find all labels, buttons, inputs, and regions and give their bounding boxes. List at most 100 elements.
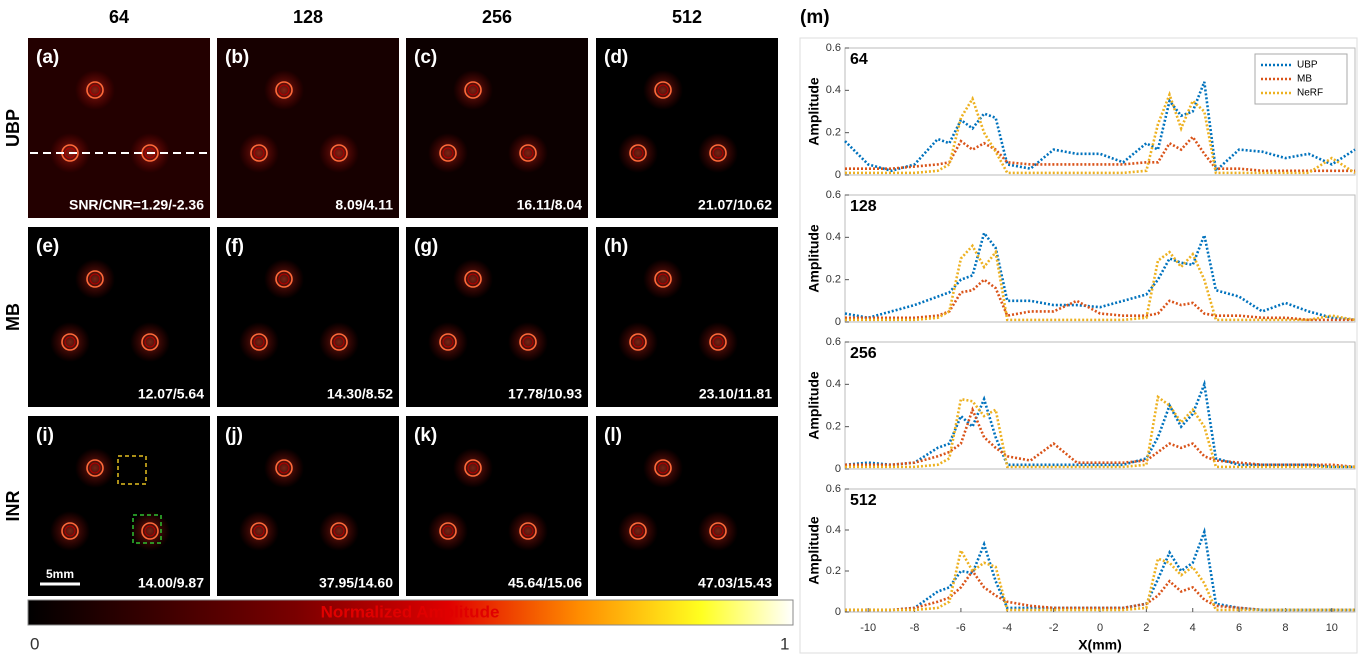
roi-box — [117, 455, 147, 485]
target-ring — [467, 273, 479, 285]
x-tick-label: -2 — [1049, 622, 1059, 634]
panel-metric: 17.78/10.93 — [508, 386, 582, 402]
axes-box — [844, 194, 1356, 323]
image-panel — [217, 227, 399, 407]
x-tick-label: -8 — [910, 622, 920, 634]
target-ring — [253, 525, 265, 537]
panel-letter: (h) — [604, 236, 628, 257]
y-tick-label: 0.6 — [826, 189, 841, 201]
glow — [239, 133, 279, 173]
y-tick-label: 0.6 — [826, 483, 841, 495]
panel-letter: (c) — [414, 47, 437, 68]
target-ring — [278, 84, 290, 96]
target-ring — [632, 336, 644, 348]
series-line — [845, 568, 1355, 612]
y-axis-label: Amplitude — [806, 77, 822, 146]
y-tick-label: 0.2 — [826, 565, 841, 577]
target-ring — [709, 522, 727, 540]
target-ring — [275, 270, 293, 288]
target-ring — [632, 525, 644, 537]
panel-metric: 23.10/11.81 — [699, 386, 772, 402]
row-label: UBP — [3, 109, 23, 147]
y-axis-label: Amplitude — [806, 516, 822, 585]
target-ring — [250, 522, 268, 540]
glow — [698, 322, 738, 362]
y-tick-label: 0 — [835, 169, 841, 181]
target-ring — [654, 270, 672, 288]
roi-box — [132, 514, 162, 544]
y-tick-label: 0.4 — [826, 524, 841, 536]
panel-letter: (m) — [800, 7, 830, 28]
series-line — [845, 394, 1355, 469]
image-panel — [217, 38, 399, 218]
y-tick-label: 0.6 — [826, 336, 841, 348]
glow — [50, 511, 90, 551]
y-tick-label: 0.4 — [826, 231, 841, 243]
column-header: 512 — [672, 7, 702, 27]
target-ring — [86, 270, 104, 288]
target-ring — [522, 525, 534, 537]
panel-letter: (b) — [225, 47, 249, 68]
glow — [75, 70, 115, 110]
colorbar — [27, 599, 794, 626]
target-ring — [144, 525, 156, 537]
target-ring — [330, 333, 348, 351]
target-ring — [629, 333, 647, 351]
y-axis-label: Amplitude — [806, 224, 822, 293]
x-tick-label: 10 — [1326, 622, 1338, 634]
legend-label: MB — [1297, 74, 1312, 85]
target-ring — [86, 81, 104, 99]
series-line — [844, 81, 1356, 174]
glow — [508, 511, 548, 551]
target-ring — [89, 462, 101, 474]
target-ring — [141, 522, 159, 540]
target-ring — [333, 525, 345, 537]
glow — [508, 322, 548, 362]
image-panel — [596, 227, 778, 407]
panel-metric: 47.03/15.43 — [698, 575, 772, 591]
glow — [698, 133, 738, 173]
target-ring — [442, 336, 454, 348]
series-line — [845, 527, 1355, 612]
artifact-haze — [406, 38, 588, 218]
target-ring — [275, 459, 293, 477]
panel-metric: 8.09/4.11 — [335, 197, 393, 213]
glow — [264, 259, 304, 299]
image-panel — [28, 227, 210, 407]
target-ring — [64, 336, 76, 348]
x-tick-label: -4 — [1002, 622, 1012, 634]
y-tick-label: 0.4 — [826, 84, 841, 96]
x-tick-label: 6 — [1236, 622, 1242, 634]
y-tick-label: 0.2 — [826, 274, 841, 286]
target-ring — [61, 333, 79, 351]
target-ring — [275, 81, 293, 99]
glow — [239, 322, 279, 362]
series-line — [844, 230, 1356, 322]
target-ring — [333, 147, 345, 159]
target-ring — [632, 147, 644, 159]
x-tick-label: -10 — [860, 622, 876, 634]
glow — [75, 448, 115, 488]
target-ring — [64, 525, 76, 537]
panel-metric: 21.07/10.62 — [698, 197, 772, 213]
target-ring — [519, 333, 537, 351]
target-ring — [712, 147, 724, 159]
target-ring — [467, 84, 479, 96]
panel-letter: (i) — [36, 425, 54, 446]
target-ring — [144, 336, 156, 348]
chart-title: 64 — [850, 51, 868, 68]
artifact-haze — [217, 38, 399, 218]
target-ring — [657, 462, 669, 474]
target-ring — [654, 81, 672, 99]
target-ring — [629, 144, 647, 162]
target-ring — [89, 273, 101, 285]
panel-letter: (f) — [225, 236, 244, 257]
panel-letter: (a) — [36, 47, 59, 68]
panel-letter: (j) — [225, 425, 243, 446]
target-ring — [464, 81, 482, 99]
panel-letter: (k) — [414, 425, 437, 446]
target-ring — [709, 333, 727, 351]
column-header: 64 — [109, 7, 129, 27]
target-ring — [439, 333, 457, 351]
target-ring — [253, 147, 265, 159]
